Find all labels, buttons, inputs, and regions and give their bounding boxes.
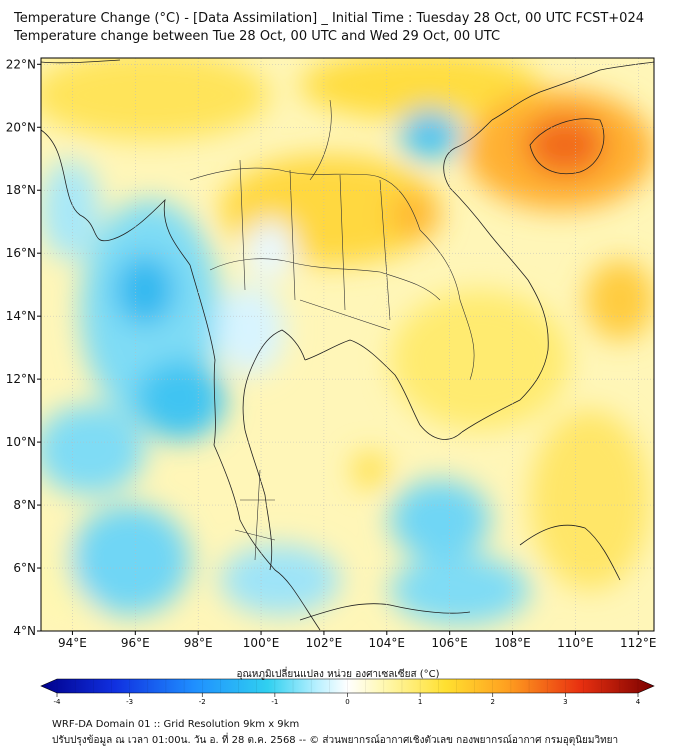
lon-tick-label: 108°E <box>494 636 531 650</box>
lon-tick-label: 102°E <box>306 636 343 650</box>
map-subtitle: Temperature change between Tue 28 Oct, 0… <box>14 29 501 44</box>
lat-tick-label: 8°N <box>13 498 36 512</box>
lon-tick-label: 96°E <box>121 636 150 650</box>
colorbar: -4 -3 -2 -1 0 1 2 3 4 <box>40 678 655 706</box>
colorbar-tick-label: 3 <box>563 698 567 706</box>
admin-borders <box>189 99 475 561</box>
coastlines <box>41 59 654 631</box>
temperature-field <box>41 58 654 631</box>
lat-tick-label: 4°N <box>13 624 36 638</box>
footer-credit: ปรับปรุงข้อมูล ณ เวลา 01:00น. วัน อ. ที่… <box>52 735 619 746</box>
lat-tick-label: 20°N <box>6 120 36 134</box>
graticule <box>41 58 654 632</box>
colorbar-ticks: -4 -3 -2 -1 0 1 2 3 4 <box>54 679 641 706</box>
colorbar-tick-label: -4 <box>54 698 62 706</box>
map-frame <box>40 57 655 632</box>
lat-tick-label: 22°N <box>6 57 36 71</box>
lon-tick-label: 112°E <box>620 636 657 650</box>
lon-tick-label: 106°E <box>431 636 468 650</box>
colorbar-label: อุณหภูมิเปลี่ยนแปลง หน่วย องศาเซลเซียส (… <box>236 669 440 680</box>
colorbar-tick-label: 0 <box>345 698 349 706</box>
lat-tick-label: 10°N <box>6 435 36 449</box>
lon-tick-label: 104°E <box>369 636 406 650</box>
lon-tick-label: 98°E <box>184 636 213 650</box>
lon-tick-label: 100°E <box>243 636 280 650</box>
colorbar-tick-label: -1 <box>271 698 278 706</box>
lat-tick-label: 6°N <box>13 561 36 575</box>
colorbar-tick-label: 2 <box>491 698 495 706</box>
lat-tick-label: 14°N <box>6 309 36 323</box>
latitude-axis: 22°N 20°N 18°N 16°N 14°N 12°N 10°N 8°N 6°N 4°N <box>6 57 41 638</box>
lon-tick-label: 94°E <box>58 636 87 650</box>
footer-model-info: WRF-DA Domain 01 :: Grid Resolution 9km … <box>52 719 300 730</box>
lon-tick-label: 110°E <box>557 636 594 650</box>
lat-tick-label: 18°N <box>6 183 36 197</box>
longitude-axis: 94°E 96°E 98°E 100°E 102°E 104°E 106°E 108°E 110… <box>58 631 657 650</box>
colorbar-tick-label: -3 <box>126 698 133 706</box>
lat-tick-label: 16°N <box>6 246 36 260</box>
map-title: Temperature Change (°C) - [Data Assimila… <box>14 11 644 26</box>
colorbar-tick-label: 4 <box>636 698 641 706</box>
colorbar-tick-label: -2 <box>199 698 206 706</box>
colorbar-tick-label: 1 <box>418 698 422 706</box>
lat-tick-label: 12°N <box>6 372 36 386</box>
